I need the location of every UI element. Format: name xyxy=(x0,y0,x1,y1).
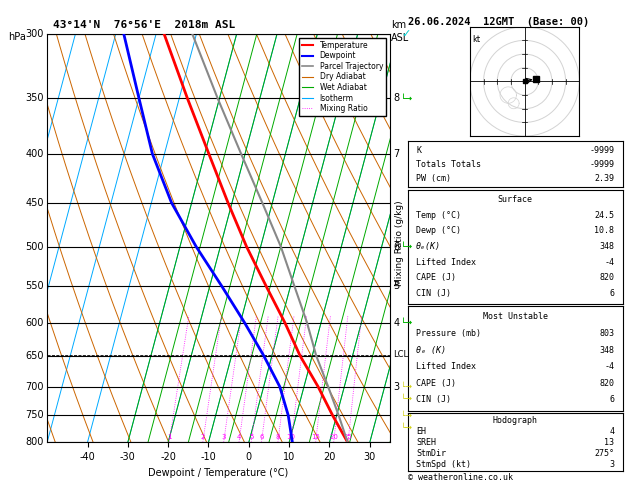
Text: 348: 348 xyxy=(599,346,614,355)
Text: 8: 8 xyxy=(393,93,399,103)
X-axis label: Dewpoint / Temperature (°C): Dewpoint / Temperature (°C) xyxy=(148,468,289,478)
Text: ✓: ✓ xyxy=(401,29,411,39)
Text: -4: -4 xyxy=(604,258,614,267)
Text: 4: 4 xyxy=(237,434,241,440)
Text: 15: 15 xyxy=(311,434,320,440)
Text: 500: 500 xyxy=(25,242,44,252)
Text: 700: 700 xyxy=(25,382,44,392)
Text: hPa: hPa xyxy=(8,32,26,42)
Text: SREH: SREH xyxy=(416,438,436,447)
Text: Hodograph: Hodograph xyxy=(493,416,538,425)
Text: Lifted Index: Lifted Index xyxy=(416,362,476,371)
Text: 820: 820 xyxy=(599,379,614,388)
Text: 4: 4 xyxy=(393,317,399,328)
Text: StmDir: StmDir xyxy=(416,449,446,458)
Text: 24.5: 24.5 xyxy=(594,211,614,220)
Text: └→: └→ xyxy=(401,394,413,403)
Text: └→: └→ xyxy=(401,94,412,103)
Text: 8: 8 xyxy=(276,434,280,440)
Text: CIN (J): CIN (J) xyxy=(416,289,451,298)
Text: Surface: Surface xyxy=(498,195,533,204)
Text: 3: 3 xyxy=(393,382,399,392)
Text: 800: 800 xyxy=(25,437,44,447)
Text: kt: kt xyxy=(472,35,481,44)
Text: 750: 750 xyxy=(25,410,44,420)
Text: Lifted Index: Lifted Index xyxy=(416,258,476,267)
Text: 6: 6 xyxy=(609,396,614,404)
Text: LCL: LCL xyxy=(393,350,408,359)
Text: Most Unstable: Most Unstable xyxy=(482,312,548,321)
Text: EH: EH xyxy=(416,427,426,436)
Text: 25: 25 xyxy=(343,434,352,440)
Text: 3: 3 xyxy=(609,460,614,469)
Text: 275°: 275° xyxy=(594,449,614,458)
Text: └→: └→ xyxy=(401,242,412,251)
Text: -9999: -9999 xyxy=(589,145,614,155)
Text: 6: 6 xyxy=(609,289,614,298)
Text: Dewp (°C): Dewp (°C) xyxy=(416,226,461,236)
Text: 2: 2 xyxy=(201,434,205,440)
Text: 5: 5 xyxy=(393,281,399,291)
Text: 1: 1 xyxy=(167,434,171,440)
Text: └→: └→ xyxy=(401,318,413,327)
Text: km: km xyxy=(391,20,406,31)
Text: 26.06.2024  12GMT  (Base: 00): 26.06.2024 12GMT (Base: 00) xyxy=(408,17,589,27)
Text: 348: 348 xyxy=(599,242,614,251)
Text: 400: 400 xyxy=(25,149,44,159)
Legend: Temperature, Dewpoint, Parcel Trajectory, Dry Adiabat, Wet Adiabat, Isotherm, Mi: Temperature, Dewpoint, Parcel Trajectory… xyxy=(299,38,386,116)
Text: 600: 600 xyxy=(25,317,44,328)
Text: Totals Totals: Totals Totals xyxy=(416,159,481,169)
Text: θₑ (K): θₑ (K) xyxy=(416,346,446,355)
Text: 820: 820 xyxy=(599,274,614,282)
Text: └→: └→ xyxy=(401,411,412,420)
Text: 5: 5 xyxy=(249,434,253,440)
Text: CAPE (J): CAPE (J) xyxy=(416,379,456,388)
Text: 13: 13 xyxy=(604,438,614,447)
Text: -4: -4 xyxy=(604,362,614,371)
Text: └→: └→ xyxy=(401,318,412,327)
Text: CAPE (J): CAPE (J) xyxy=(416,274,456,282)
Text: 4: 4 xyxy=(609,427,614,436)
Text: © weatheronline.co.uk: © weatheronline.co.uk xyxy=(408,473,513,482)
Text: 803: 803 xyxy=(599,329,614,338)
Text: 350: 350 xyxy=(25,93,44,103)
Text: 650: 650 xyxy=(25,351,44,361)
Text: 450: 450 xyxy=(25,198,44,208)
Text: 3: 3 xyxy=(221,434,226,440)
Text: 550: 550 xyxy=(25,281,44,291)
Text: └→: └→ xyxy=(401,94,413,103)
Text: 10: 10 xyxy=(287,434,296,440)
Text: Pressure (mb): Pressure (mb) xyxy=(416,329,481,338)
Text: 6: 6 xyxy=(259,434,264,440)
Text: StmSpd (kt): StmSpd (kt) xyxy=(416,460,471,469)
Text: 10.8: 10.8 xyxy=(594,226,614,236)
Text: 300: 300 xyxy=(25,29,44,39)
Text: K: K xyxy=(416,145,421,155)
Text: 2.39: 2.39 xyxy=(594,174,614,183)
Text: θₑ(K): θₑ(K) xyxy=(416,242,441,251)
Text: PW (cm): PW (cm) xyxy=(416,174,451,183)
Text: 7: 7 xyxy=(393,149,399,159)
Text: └→: └→ xyxy=(401,382,412,391)
Text: Temp (°C): Temp (°C) xyxy=(416,211,461,220)
Text: └→: └→ xyxy=(401,423,413,432)
Text: 20: 20 xyxy=(329,434,338,440)
Text: ASL: ASL xyxy=(391,33,409,43)
Text: -9999: -9999 xyxy=(589,159,614,169)
Text: 43°14'N  76°56'E  2018m ASL: 43°14'N 76°56'E 2018m ASL xyxy=(53,20,236,31)
Text: Mixing Ratio (g/kg): Mixing Ratio (g/kg) xyxy=(395,200,404,286)
Text: 6: 6 xyxy=(393,242,399,252)
Text: CIN (J): CIN (J) xyxy=(416,396,451,404)
Text: └→: └→ xyxy=(401,242,413,251)
